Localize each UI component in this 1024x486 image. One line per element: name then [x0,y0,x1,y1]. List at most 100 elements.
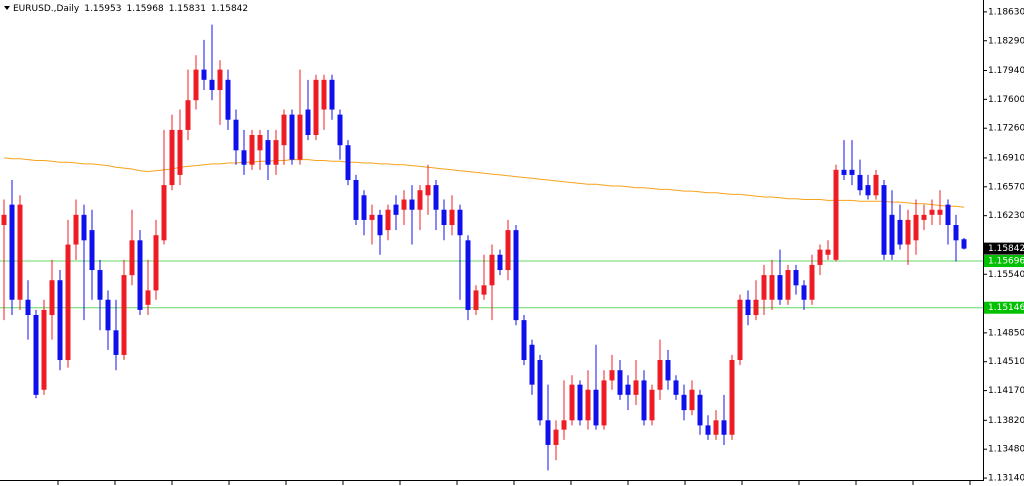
candle-body [145,290,151,305]
candle-body [529,344,535,385]
candle-body [689,389,695,411]
candle-body [337,114,343,146]
candle-body [385,209,391,231]
chart-header: EURUSD.,Daily 1.15953 1.15968 1.15831 1.1584… [13,4,248,14]
candle-body [249,135,255,165]
candle-body [401,199,407,210]
candle-body [953,225,959,241]
y-tick-label: 1.15540 [988,270,1024,280]
candle-body [121,275,127,355]
candle-body [801,285,807,300]
candle-body [881,185,887,255]
candle-body [729,360,735,435]
candle-body [713,420,719,435]
level-box [984,255,1024,268]
y-tick-label: 1.13480 [988,445,1024,455]
candle-body [585,389,591,421]
candle-body [241,150,247,165]
candle-body [81,214,87,241]
candle-body [873,174,879,196]
candle-body [105,299,111,331]
candle-body [657,360,663,390]
ohlc-value: 1.15968 [126,4,163,14]
candle-body [409,199,415,210]
candle-body [329,79,335,110]
candle-body [161,185,167,241]
candle-body [369,214,375,220]
candle-body [649,389,655,421]
candle-body [785,270,791,300]
candle-body [233,119,239,151]
candle-body [905,219,911,245]
candle-body [25,299,31,316]
candle-body [313,79,319,136]
ohlc-value: 1.15842 [211,4,248,14]
candle-body [945,204,951,226]
candle-body [537,360,543,421]
candle-body [809,264,815,300]
candle-body [113,330,119,355]
candle-body [745,299,751,316]
candle-body [457,209,463,236]
candle-body [849,169,855,175]
candle-body [857,174,863,191]
candle-body [753,299,759,316]
candle-body [641,380,647,421]
price-label: 1.15842 [988,244,1024,254]
candle-body [41,309,47,390]
candle-body [289,114,295,160]
candle-body [465,240,471,310]
candle-body [625,384,631,395]
candle-body [769,275,775,300]
candle-body [9,204,15,300]
candle-body [377,214,383,236]
candle-body [65,244,71,361]
candle-body [513,230,519,321]
candle-body [553,429,559,445]
candle-body [57,280,63,361]
candle-body [265,140,271,165]
candle-body [593,389,599,426]
candle-body [705,425,711,435]
candle-body [353,180,359,220]
candle-body [921,214,927,220]
candle-body [841,169,847,175]
candle-body [417,190,423,210]
candle-body [601,380,607,426]
ohlc-value: 1.15831 [169,4,206,14]
level-label: 1.15696 [988,257,1024,267]
candle-body [697,394,703,426]
candle-body [321,79,327,110]
candle-body [737,299,743,361]
candle-body [225,79,231,120]
candle-body [201,69,207,80]
candle-body [609,370,615,381]
y-tick-label: 1.13140 [988,474,1024,484]
candle-body [929,209,935,215]
candle-body [177,129,183,175]
candle-body [97,270,103,300]
candle-body [521,320,527,361]
candle-body [913,214,919,241]
candle-body [433,185,439,210]
candle-body [473,290,479,310]
candle-body [569,384,575,421]
y-tick-label: 1.17600 [988,95,1024,105]
candle-body [169,129,175,186]
level-box [984,301,1024,314]
ohlc-value: 1.15953 [84,4,121,14]
candle-body [633,380,639,395]
candle-body [361,195,367,220]
candle-body [817,249,823,265]
candle-body [825,249,831,255]
candle-body [345,145,351,181]
candle-body [489,254,495,286]
candle-body [721,420,727,435]
candle-body [137,240,143,310]
y-tick-label: 1.14510 [988,357,1024,367]
y-tick-label: 1.14170 [988,386,1024,396]
candle-body [937,209,943,215]
candle-body [777,275,783,300]
